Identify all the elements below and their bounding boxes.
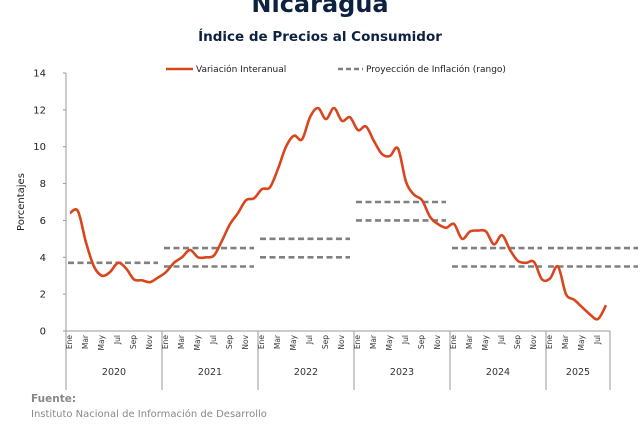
month-tick-label: Nov xyxy=(529,334,538,349)
month-tick-label: Sep xyxy=(129,335,138,349)
source-text: Instituto Nacional de Información de Des… xyxy=(31,409,267,420)
y-tick-label: 14 xyxy=(33,69,46,80)
legend-label-variacion: Variación Interanual xyxy=(196,64,286,75)
month-tick-label: Jul xyxy=(497,335,506,345)
month-tick-label: Ene xyxy=(161,335,170,349)
year-label: 2020 xyxy=(102,367,126,378)
month-tick-label: Jul xyxy=(593,335,602,345)
month-tick-label: Jul xyxy=(305,335,314,345)
month-tick-label: Jul xyxy=(401,335,410,345)
year-label: 2021 xyxy=(198,367,222,378)
month-tick-label: Nov xyxy=(433,334,442,349)
month-tick-label: Sep xyxy=(225,335,234,349)
month-tick-label: Ene xyxy=(257,335,266,349)
month-tick-label: Sep xyxy=(513,335,522,349)
source-heading: Fuente: xyxy=(31,393,77,405)
month-tick-label: May xyxy=(289,334,298,350)
y-tick-label: 0 xyxy=(40,327,46,338)
month-tick-label: May xyxy=(385,334,394,350)
page-title: Nicaragua xyxy=(251,0,389,18)
y-tick-label: 2 xyxy=(40,290,46,301)
month-tick-label: May xyxy=(481,334,490,350)
month-tick-label: Sep xyxy=(321,335,330,349)
month-tick-label: Ene xyxy=(353,335,362,349)
month-tick-label: Ene xyxy=(449,335,458,349)
month-tick-label: Jul xyxy=(209,335,218,345)
y-tick-label: 10 xyxy=(33,142,46,153)
y-tick-label: 4 xyxy=(40,253,46,264)
month-tick-label: Mar xyxy=(465,334,474,349)
y-tick-label: 8 xyxy=(40,179,46,190)
month-tick-label: Nov xyxy=(337,334,346,349)
month-tick-label: May xyxy=(577,334,586,350)
month-tick-label: Sep xyxy=(417,335,426,349)
legend-label-proyeccion: Proyección de Inflación (rango) xyxy=(366,64,506,75)
y-axis-label: Porcentajes xyxy=(16,173,27,231)
month-tick-label: Mar xyxy=(81,334,90,349)
month-tick-label: Nov xyxy=(241,334,250,349)
month-tick-label: Jul xyxy=(113,335,122,345)
year-label: 2022 xyxy=(294,367,318,378)
chart-subtitle: Índice de Precios al Consumidor xyxy=(198,29,442,45)
month-tick-label: Mar xyxy=(273,334,282,349)
month-tick-label: Mar xyxy=(561,334,570,349)
month-tick-label: May xyxy=(193,334,202,350)
year-label: 2025 xyxy=(566,367,590,378)
month-tick-label: Nov xyxy=(145,334,154,349)
year-label: 2024 xyxy=(486,367,510,378)
month-tick-label: Ene xyxy=(65,335,74,349)
month-tick-label: May xyxy=(97,334,106,350)
y-tick-label: 12 xyxy=(33,105,46,116)
month-tick-label: Mar xyxy=(369,334,378,349)
year-label: 2023 xyxy=(390,367,414,378)
month-tick-label: Mar xyxy=(177,334,186,349)
y-tick-label: 6 xyxy=(40,216,46,227)
series-line-variacion-interanual xyxy=(69,106,608,321)
month-tick-label: Ene xyxy=(545,335,554,349)
